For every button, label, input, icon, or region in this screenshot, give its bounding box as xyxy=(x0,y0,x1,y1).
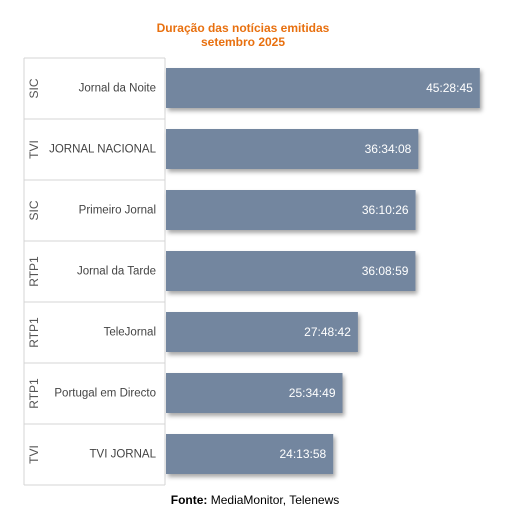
source-note: Fonte: MediaMonitor, Telenews xyxy=(0,493,510,507)
category-grid xyxy=(23,57,166,486)
labels-group: SIC Jornal da Noite 45:28:45 TVI JORNAL NACI… xyxy=(27,78,473,464)
group-label: TVI xyxy=(27,445,41,464)
bar xyxy=(166,190,416,230)
group-label: RTP1 xyxy=(27,256,41,287)
value-label: 24:13:58 xyxy=(279,447,326,461)
bar xyxy=(166,312,358,352)
group-label: SIC xyxy=(27,78,41,98)
category-label: Jornal da Tarde xyxy=(77,266,156,278)
source-text: MediaMonitor, Telenews xyxy=(210,493,340,507)
group-label: SIC xyxy=(27,200,41,220)
value-label: 27:48:42 xyxy=(304,325,351,339)
category-label: TeleJornal xyxy=(104,327,156,339)
bar xyxy=(166,434,334,474)
bar xyxy=(166,373,343,413)
bars-group xyxy=(166,68,480,474)
bar xyxy=(166,68,480,108)
value-label: 36:08:59 xyxy=(362,264,409,278)
group-label: RTP1 xyxy=(27,378,41,409)
category-label: Primeiro Jornal xyxy=(79,205,156,217)
group-label: TVI xyxy=(27,140,41,159)
value-label: 25:34:49 xyxy=(289,386,336,400)
bar-chart: SIC Jornal da Noite 45:28:45 TVI JORNAL NACI… xyxy=(23,57,480,486)
category-label: TVI JORNAL xyxy=(90,449,157,461)
chart-title: Duração das notícias emitidas xyxy=(156,21,330,35)
bar xyxy=(166,251,416,291)
chart-subtitle: setembro 2025 xyxy=(200,35,286,49)
value-label: 36:34:08 xyxy=(365,142,412,156)
group-label: RTP1 xyxy=(27,317,41,348)
value-label: 36:10:26 xyxy=(362,203,409,217)
source-label: Fonte: xyxy=(170,493,208,507)
value-label: 45:28:45 xyxy=(426,81,473,95)
category-label: Portugal em Directo xyxy=(54,388,156,400)
category-label: JORNAL NACIONAL xyxy=(49,144,157,156)
bar xyxy=(166,129,419,169)
category-label: Jornal da Noite xyxy=(79,83,156,95)
